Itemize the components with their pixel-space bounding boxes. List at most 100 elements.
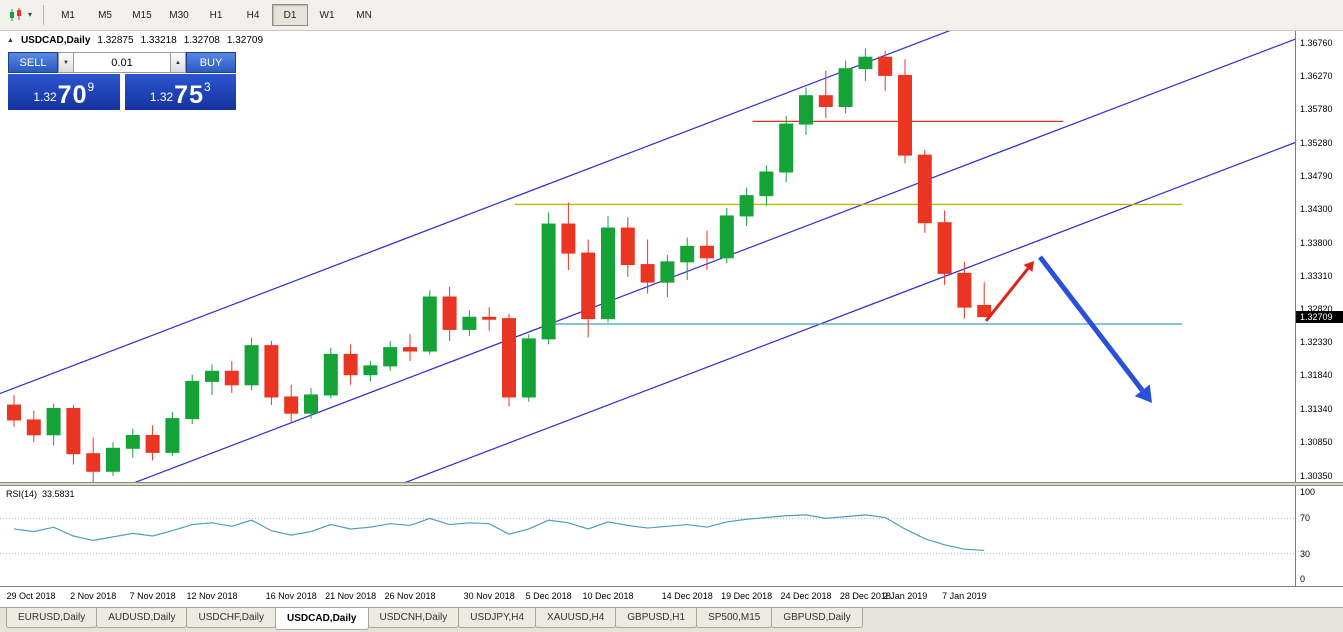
timeframe-button-m30[interactable]: M30 xyxy=(169,9,189,21)
sell-price-display[interactable]: 1.32 70 9 xyxy=(8,74,120,110)
symbol-tab-usdcnh-daily[interactable]: USDCNH,Daily xyxy=(367,608,460,628)
candle[interactable] xyxy=(957,261,972,319)
candle[interactable] xyxy=(185,374,200,424)
candle[interactable] xyxy=(442,286,457,341)
candle[interactable] xyxy=(878,51,893,91)
date-axis-label: 21 Nov 2018 xyxy=(325,591,377,601)
candle[interactable] xyxy=(581,239,596,338)
volume-down-button[interactable]: ▼ xyxy=(58,52,74,73)
volume-up-button[interactable]: ▲ xyxy=(170,52,186,73)
chart-tab-bar: EURUSD,Daily AUDUSD,Daily USDCHF,Daily USDC… xyxy=(0,607,1343,632)
rsi-axis-label: 100 xyxy=(1300,487,1316,497)
candle[interactable] xyxy=(917,149,932,233)
candle[interactable] xyxy=(46,403,61,446)
candle[interactable] xyxy=(739,187,754,227)
main-chart-window[interactable]: ▲ USDCAD,Daily 1.32875 1.33218 1.32708 1… xyxy=(0,31,1343,482)
window-separator[interactable] xyxy=(0,482,1343,486)
candle[interactable] xyxy=(759,165,774,206)
symbol-tab-eurusd-daily[interactable]: EURUSD,Daily xyxy=(6,608,98,628)
symbol-tab-sp500-m15[interactable]: SP500,M15 xyxy=(696,608,773,628)
candle[interactable] xyxy=(700,230,714,270)
timeframe-button-d1[interactable]: D1 xyxy=(272,4,309,26)
candle[interactable] xyxy=(838,60,853,114)
symbol-tab-usdcad-daily[interactable]: USDCAD,Daily xyxy=(275,608,369,630)
candle[interactable] xyxy=(86,437,101,482)
timeframe-button-h4[interactable]: H4 xyxy=(246,9,260,21)
symbol-tab-gbpusd-h1[interactable]: GBPUSD,H1 xyxy=(615,608,698,628)
candle[interactable] xyxy=(660,255,675,297)
date-axis-label: 30 Nov 2018 xyxy=(463,591,515,601)
timeframe-button-group: M1 M5 M15 M30 H1 H4 D1 W1 MN xyxy=(50,4,382,26)
candle[interactable] xyxy=(323,347,338,399)
candle[interactable] xyxy=(66,405,81,465)
rsi-chart[interactable] xyxy=(0,486,1296,586)
candle[interactable] xyxy=(264,340,279,406)
candle[interactable] xyxy=(7,394,21,427)
date-axis-label: 26 Nov 2018 xyxy=(384,591,436,601)
candle[interactable] xyxy=(244,337,259,391)
candlesticks-layer[interactable] xyxy=(7,48,992,482)
symbol-tab-audusd-daily[interactable]: AUDUSD,Daily xyxy=(96,608,188,628)
rsi-axis[interactable]: 100 70 30 0 xyxy=(1295,486,1343,586)
candle[interactable] xyxy=(719,207,734,264)
timeframe-button-mn[interactable]: MN xyxy=(356,9,372,21)
candle[interactable] xyxy=(106,442,120,476)
candle[interactable] xyxy=(561,202,576,270)
candle[interactable] xyxy=(26,410,41,443)
candle[interactable] xyxy=(640,239,655,294)
candle[interactable] xyxy=(403,334,417,362)
candle[interactable] xyxy=(937,210,952,285)
candle[interactable] xyxy=(977,282,992,318)
symbol-tab-gbpusd-daily[interactable]: GBPUSD,Daily xyxy=(771,608,863,628)
candle[interactable] xyxy=(898,59,912,164)
channel-lines-layer[interactable] xyxy=(0,31,1296,482)
candle[interactable] xyxy=(145,425,160,461)
candle[interactable] xyxy=(125,428,140,458)
buy-button[interactable]: BUY xyxy=(186,52,236,73)
horizontal-lines-layer[interactable] xyxy=(514,120,1183,325)
candle[interactable] xyxy=(482,307,497,331)
candle[interactable] xyxy=(383,340,398,372)
date-axis[interactable]: 29 Oct 2018 2 Nov 2018 7 Nov 2018 12 Nov 20… xyxy=(0,586,1343,607)
price-axis[interactable]: 1.32709 1.36760 1.36270 1.35780 1.35280 1.34… xyxy=(1295,31,1343,482)
candle[interactable] xyxy=(205,364,219,395)
buy-price-display[interactable]: 1.32 75 3 xyxy=(124,74,236,110)
candle[interactable] xyxy=(541,212,556,345)
sell-button[interactable]: SELL xyxy=(8,52,58,73)
projection-down-arrow[interactable] xyxy=(1038,255,1152,403)
candle[interactable] xyxy=(521,334,536,402)
chart-objects-dropdown-button[interactable]: ▾ xyxy=(4,3,37,27)
candle[interactable] xyxy=(601,215,615,323)
candle[interactable] xyxy=(284,384,299,422)
price-axis-label: 1.31840 xyxy=(1300,370,1333,381)
symbol-tab-usdchf-daily[interactable]: USDCHF,Daily xyxy=(186,608,277,628)
price-axis-label: 1.36270 xyxy=(1300,71,1333,82)
bounce-up-arrow[interactable] xyxy=(984,261,1034,322)
candle[interactable] xyxy=(620,217,635,277)
candle[interactable] xyxy=(799,87,813,135)
symbol-tab-xauusd-h4[interactable]: XAUUSD,H4 xyxy=(535,608,617,628)
symbol-tab-usdjpy-h4[interactable]: USDJPY,H4 xyxy=(458,608,537,628)
candle[interactable] xyxy=(363,361,378,382)
candle[interactable] xyxy=(224,361,239,393)
candle[interactable] xyxy=(818,70,833,118)
candle[interactable] xyxy=(462,310,477,337)
candle[interactable] xyxy=(502,313,516,407)
timeframe-button-m5[interactable]: M5 xyxy=(98,9,112,21)
candlestick-chart[interactable] xyxy=(0,31,1296,482)
volume-input[interactable] xyxy=(74,52,170,73)
candle[interactable] xyxy=(304,388,318,419)
candle[interactable] xyxy=(779,115,794,183)
candle[interactable] xyxy=(858,48,873,81)
candle[interactable] xyxy=(343,344,358,385)
candle[interactable] xyxy=(165,411,180,456)
candle[interactable] xyxy=(680,237,695,281)
timeframe-button-w1[interactable]: W1 xyxy=(319,9,335,21)
arrow-annotations-layer[interactable] xyxy=(984,255,1152,403)
timeframe-button-m15[interactable]: M15 xyxy=(132,9,152,21)
collapse-icon[interactable]: ▲ xyxy=(7,37,14,44)
timeframe-button-h1[interactable]: H1 xyxy=(209,9,223,21)
timeframe-button-m1[interactable]: M1 xyxy=(61,9,75,21)
candle[interactable] xyxy=(422,290,437,355)
rsi-indicator-window[interactable]: RSI(14) 33.5831 100 70 30 0 xyxy=(0,486,1343,586)
